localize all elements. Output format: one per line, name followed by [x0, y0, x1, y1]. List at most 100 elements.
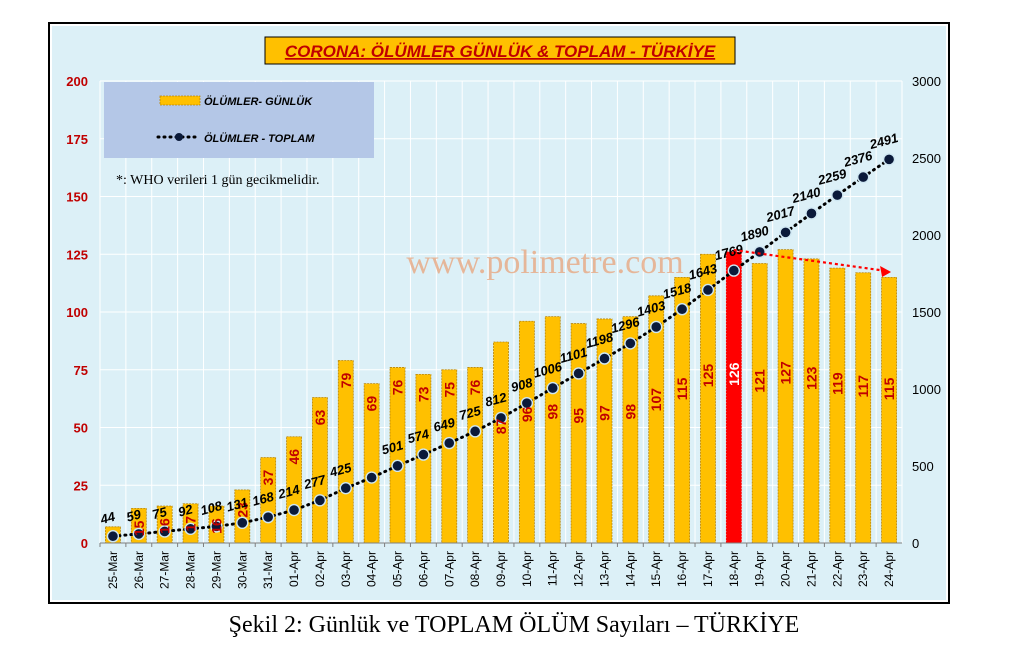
x-axis-tick-label: 23-Apr	[856, 551, 870, 587]
total-point	[184, 522, 197, 536]
daily-bar	[544, 316, 561, 544]
daily-value-label: 115	[881, 377, 897, 400]
total-point	[882, 153, 896, 166]
legend: ÖLÜMLER- GÜNLÜK ÖLÜMLER - TOPLAM	[104, 82, 374, 158]
left-axis-tick-label: 175	[66, 132, 88, 147]
total-value-label: 574	[406, 426, 432, 446]
x-axis-tick-label: 11-Apr	[546, 551, 560, 586]
daily-bar	[725, 251, 742, 544]
x-axis-tick-label: 21-Apr	[804, 551, 818, 587]
total-value-label: 1296	[609, 314, 642, 336]
right-axis-tick-label: 1000	[912, 382, 941, 397]
total-point	[417, 448, 430, 461]
right-axis-tick-label: 2000	[912, 228, 941, 243]
daily-value-label: 75	[441, 382, 457, 398]
daily-value-label: 76	[467, 379, 483, 395]
x-axis-tick-label: 05-Apr	[391, 551, 405, 587]
daily-value-label: 107	[648, 388, 664, 412]
watermark: www.polimetre.com	[406, 244, 683, 281]
daily-value-label: 115	[674, 377, 690, 400]
total-point	[598, 352, 611, 365]
left-axis-tick-label: 0	[81, 536, 88, 551]
total-point	[650, 320, 663, 334]
right-axis-tick-label: 0	[912, 536, 919, 551]
daily-bar	[803, 258, 820, 544]
daily-value-label: 125	[700, 364, 716, 388]
daily-value-label: 126	[726, 362, 742, 386]
daily-value-label: 76	[390, 379, 406, 395]
daily-bar	[855, 272, 872, 544]
total-point	[443, 436, 456, 450]
right-axis-tick-label: 2500	[912, 151, 941, 166]
total-value-label: 75	[151, 504, 170, 522]
daily-value-label: 23	[234, 502, 250, 518]
total-value-label: 1006	[532, 359, 565, 381]
total-value-label: 1643	[687, 260, 720, 282]
chart-title: CORONA: ÖLÜMLER GÜNLÜK & TOPLAM - TÜRKİY…	[285, 42, 716, 61]
total-point	[158, 525, 171, 538]
daily-value-label: 46	[286, 449, 302, 465]
total-point	[313, 494, 327, 507]
daily-bar	[493, 341, 509, 544]
total-value-label: 277	[301, 472, 328, 493]
x-axis-tick-label: 15-Apr	[649, 551, 663, 587]
daily-value-label: 87	[493, 418, 509, 434]
daily-value-label: 127	[778, 361, 794, 385]
daily-bar	[700, 253, 716, 544]
x-axis-tick-label: 01-Apr	[287, 551, 301, 587]
total-point	[132, 527, 146, 541]
daily-value-label: 98	[622, 404, 638, 420]
x-axis-tick-label: 07-Apr	[442, 551, 456, 587]
x-axis-tick-label: 22-Apr	[830, 551, 844, 587]
daily-value-label: 121	[752, 369, 768, 393]
total-point	[365, 471, 378, 484]
daily-value-label: 123	[803, 366, 819, 390]
daily-bar	[648, 295, 665, 544]
chart-title-box: CORONA: ÖLÜMLER GÜNLÜK & TOPLAM - TÜRKİY…	[264, 36, 736, 65]
total-points	[106, 153, 896, 543]
x-axis-tick-label: 19-Apr	[753, 551, 767, 587]
left-axis-tick-label: 100	[66, 305, 88, 320]
daily-bar	[622, 316, 639, 544]
total-value-label: 214	[275, 481, 302, 502]
x-axis-tick-label: 14-Apr	[623, 551, 637, 587]
x-axis-tick-label: 03-Apr	[339, 551, 353, 587]
daily-bar	[881, 276, 897, 544]
total-value-label: 501	[380, 437, 405, 457]
trend-arrow-shaft	[733, 248, 884, 272]
total-point	[287, 503, 301, 517]
left-axis-tick-label: 150	[66, 190, 88, 205]
x-axis-tick-label: 04-Apr	[365, 551, 379, 587]
legend-daily-label: ÖLÜMLER- GÜNLÜK	[204, 95, 313, 108]
total-value-label: 59	[125, 506, 144, 524]
total-value-label: 812	[483, 389, 509, 409]
x-axis-tick-label: 31-Mar	[261, 551, 275, 589]
x-axis-tick-label: 30-Mar	[235, 551, 249, 589]
figure-caption: Şekil 2: Günlük ve TOPLAM ÖLÜM Sayıları …	[228, 612, 800, 638]
total-value-label: 1101	[558, 344, 589, 366]
total-point	[391, 459, 404, 473]
daily-value-label: 73	[415, 386, 431, 402]
daily-value-label: 63	[312, 409, 328, 425]
total-value-label: 168	[251, 489, 277, 509]
total-point	[572, 367, 585, 380]
total-value-label: 92	[176, 501, 195, 519]
x-axis-tick-label: 27-Mar	[158, 551, 172, 589]
total-point	[236, 516, 249, 530]
total-point	[805, 207, 818, 220]
right-axis-tick-label: 500	[912, 459, 934, 474]
legend-line-marker	[175, 133, 183, 141]
daily-value-label: 95	[571, 408, 587, 424]
right-axis-tick-label: 1500	[912, 305, 941, 320]
daily-value-label: 97	[596, 405, 612, 421]
daily-value-label: 98	[545, 404, 561, 420]
daily-value-label: 117	[855, 375, 871, 398]
daily-bar	[829, 267, 846, 544]
total-point	[701, 283, 715, 297]
total-point	[624, 337, 637, 350]
x-axis-tick-label: 28-Mar	[184, 551, 198, 589]
total-point	[753, 245, 766, 259]
x-axis-tick-label: 09-Apr	[494, 551, 508, 587]
daily-bar	[777, 249, 794, 544]
total-value-label: 649	[432, 414, 458, 434]
